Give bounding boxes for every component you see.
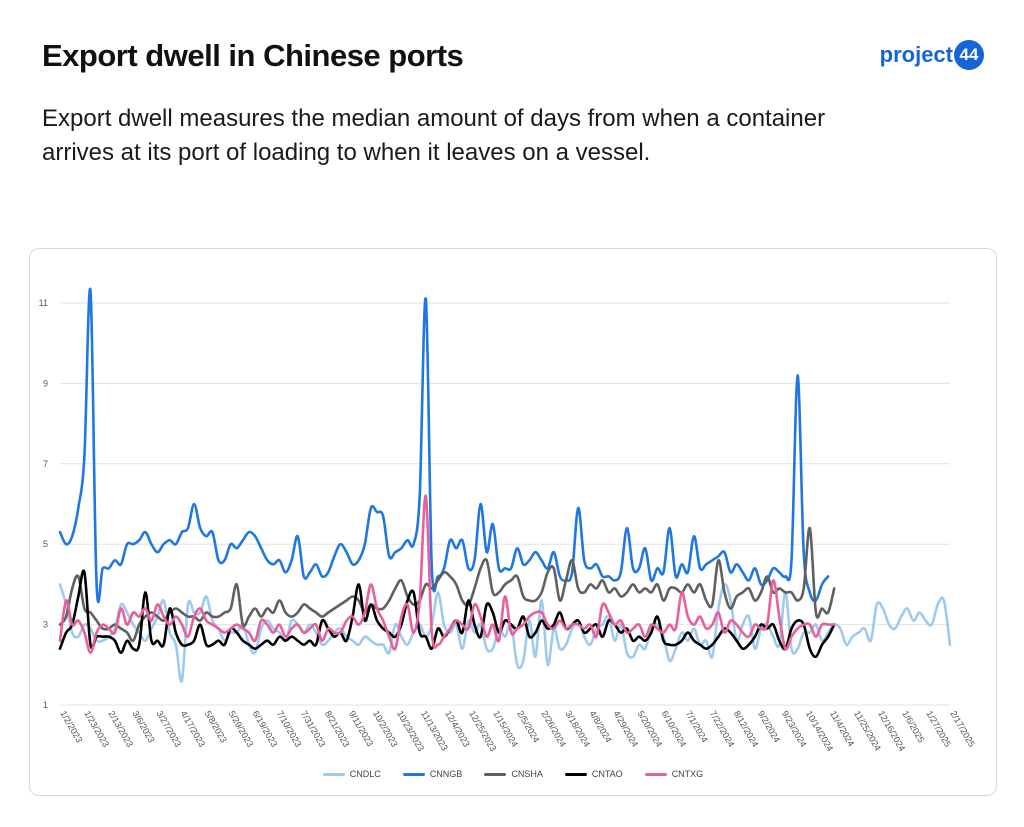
legend-swatch xyxy=(644,772,667,776)
chart-card: 1 3 5 7 9 11 1/2/2023 1/23/2023 2/13/2023 3/6/202… xyxy=(29,248,997,796)
x-tick-label: 2/5/2024 xyxy=(515,709,541,744)
x-tick-label: 7/1/2024 xyxy=(684,709,710,744)
legend-swatch xyxy=(402,772,425,776)
logo-text: project xyxy=(879,42,953,67)
x-tick-label: 4/8/2024 xyxy=(587,709,613,744)
legend-label: CNSHA xyxy=(511,769,543,779)
page-subtitle: Export dwell measures the median amount … xyxy=(42,105,826,166)
x-tick-label: 5/29/2023 xyxy=(227,709,256,749)
x-tick-label: 1/6/2025 xyxy=(900,709,926,744)
x-tick-label: 1/23/2023 xyxy=(82,709,111,749)
series-line-cntxg xyxy=(58,494,836,654)
series-line-cndlc xyxy=(58,583,952,683)
legend-item-cntao: CNTAO xyxy=(564,769,623,779)
y-tick-label: 7 xyxy=(43,459,48,469)
x-tick-label: 1/27/2025 xyxy=(924,709,953,749)
legend-swatch xyxy=(564,772,587,776)
legend-label: CNTAO xyxy=(591,769,623,779)
y-tick-label: 5 xyxy=(43,539,48,549)
x-tick-label: 4/29/2024 xyxy=(612,709,641,749)
x-tick-label: 3/27/2023 xyxy=(154,709,183,749)
project44-logo: project 44 xyxy=(880,40,984,70)
x-tick-label: 3/6/2023 xyxy=(130,709,156,744)
y-tick-label: 3 xyxy=(43,620,48,630)
y-tick-label: 1 xyxy=(43,700,48,710)
series-line-cnngb xyxy=(58,287,830,604)
x-tick-label: 1/2/2023 xyxy=(58,709,84,744)
x-tick-label: 5/8/2023 xyxy=(203,709,229,744)
legend-item-cntxg: CNTXG xyxy=(644,769,704,779)
page-title: Export dwell in Chinese ports xyxy=(42,38,464,73)
legend-label: CNDLC xyxy=(349,769,381,779)
series-line-cnsha xyxy=(58,526,836,643)
legend-swatch xyxy=(322,772,345,776)
legend-item-cnsha: CNSHA xyxy=(484,769,543,779)
x-tick-label: 9/2/2024 xyxy=(756,709,782,744)
line-chart: 13579111/2/20231/23/20232/13/20233/6/202… xyxy=(39,287,977,753)
y-tick-label: 11 xyxy=(39,298,48,308)
x-tick-label: 9/23/2024 xyxy=(780,709,809,749)
legend-item-cnngb: CNNGB xyxy=(402,769,463,779)
legend-label: CNNGB xyxy=(429,769,463,779)
legend-label: CNTXG xyxy=(671,769,704,779)
x-tick-label: 7/22/2024 xyxy=(708,709,737,749)
legend-item-cndlc: CNDLC xyxy=(322,769,381,779)
chart-legend: CNDLC CNNGB CNSHA CNTAO CNTXG xyxy=(30,769,996,779)
y-tick-label: 9 xyxy=(43,378,48,388)
x-tick-label: 2/26/2024 xyxy=(539,709,568,749)
legend-swatch xyxy=(484,772,507,776)
logo-badge: 44 xyxy=(954,40,984,70)
